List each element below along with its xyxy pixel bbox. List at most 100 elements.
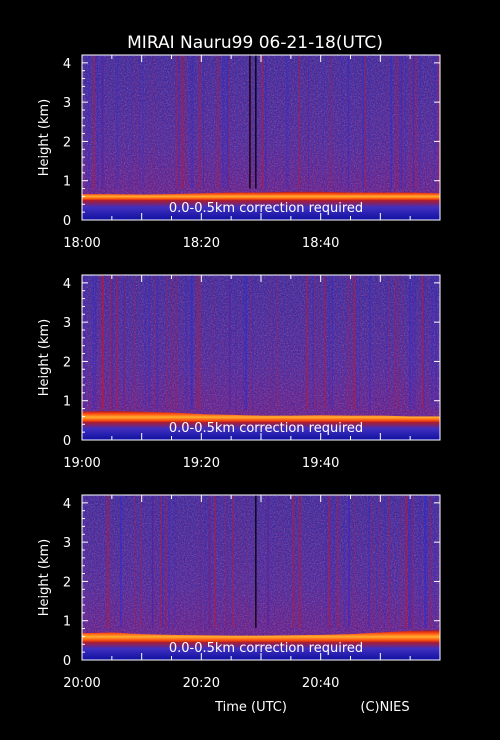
signal-streak [224, 55, 226, 189]
signal-streak [388, 495, 391, 628]
signal-streak [347, 275, 350, 410]
signal-streak [162, 495, 164, 628]
signal-streak [116, 55, 118, 189]
signal-streak [214, 495, 216, 628]
signal-streak [391, 55, 393, 189]
signal-streak [400, 495, 402, 628]
signal-streak [298, 55, 300, 189]
signal-streak [308, 55, 309, 189]
signal-streak [170, 275, 172, 410]
signal-streak [330, 55, 333, 189]
x-tick-label: 20:00 [63, 676, 100, 691]
signal-streak [437, 55, 440, 189]
signal-streak [399, 55, 401, 189]
panel-1: 0 1 2 3 4 Height (km) 18:00 18:20 18:40 0.0-0.5km… [37, 54, 441, 251]
signal-streak [386, 55, 387, 189]
signal-streak [190, 55, 192, 189]
y-tick-label: 2 [63, 135, 71, 150]
signal-streak [312, 275, 314, 410]
signal-streak [94, 275, 97, 410]
signal-streak [390, 55, 392, 189]
signal-streak [269, 495, 270, 628]
signal-streak [202, 55, 204, 189]
signal-streak [324, 275, 327, 410]
panels: 0 1 2 3 4 Height (km) 18:00 18:20 18:40 0.0-0.5km… [37, 54, 441, 691]
signal-streak [210, 495, 212, 628]
signal-streak [266, 495, 268, 628]
signal-streak [349, 495, 351, 628]
signal-streak [192, 55, 194, 189]
signal-streak [232, 495, 234, 628]
signal-streak [102, 275, 105, 410]
signal-streak [318, 275, 319, 410]
y-tick-label: 3 [63, 316, 71, 331]
signal-streak [330, 495, 332, 628]
signal-streak [431, 275, 434, 410]
signal-streak [408, 495, 409, 628]
signal-streak [134, 495, 136, 628]
y-tick-label: 0 [63, 214, 71, 229]
signal-streak [370, 495, 373, 628]
y-tick-label: 4 [63, 277, 71, 292]
signal-streak [347, 55, 349, 189]
signal-streak [93, 55, 96, 189]
signal-streak [165, 495, 167, 628]
signal-streak [378, 495, 380, 628]
signal-streak [422, 275, 425, 410]
signal-streak [368, 495, 370, 628]
signal-streak [347, 55, 350, 189]
signal-streak [435, 275, 437, 410]
signal-streak [262, 55, 265, 189]
signal-streak [139, 55, 140, 189]
signal-streak [336, 495, 339, 628]
signal-streak [203, 55, 205, 189]
signal-streak [185, 275, 188, 410]
correction-annotation: 0.0-0.5km correction required [169, 641, 363, 656]
signal-streak [354, 495, 356, 628]
signal-streak [199, 495, 202, 628]
signal-streak [168, 495, 170, 628]
signal-streak [208, 495, 210, 628]
panel-3: 0 1 2 3 4 Height (km) 20:00 20:20 20:40 0.0-0.5km… [37, 494, 441, 691]
near-range-strip [82, 422, 440, 440]
signal-streak [323, 55, 324, 189]
signal-streak [267, 495, 269, 628]
signal-streak [402, 275, 403, 410]
signal-streak [332, 495, 335, 628]
signal-streak [292, 495, 294, 628]
signal-streak [314, 275, 315, 410]
y-tick-label: 1 [63, 395, 71, 410]
signal-streak [166, 275, 168, 410]
signal-streak [405, 495, 408, 628]
signal-streak [325, 495, 328, 628]
signal-streak [298, 495, 301, 628]
signal-streak [261, 55, 263, 189]
signal-streak [217, 55, 220, 189]
signal-streak [328, 275, 331, 410]
signal-streak [409, 275, 411, 410]
signal-streak [86, 55, 87, 189]
signal-streak [414, 275, 416, 410]
signal-streak [434, 495, 436, 628]
signal-streak [364, 55, 366, 189]
signal-streak [183, 55, 185, 189]
signal-streak [264, 55, 267, 189]
signal-streak [429, 495, 432, 628]
signal-streak [271, 275, 273, 410]
signal-streak [97, 55, 99, 189]
signal-streak [410, 495, 413, 628]
signal-streak [252, 275, 254, 410]
signal-streak [226, 55, 229, 189]
signal-streak [265, 55, 267, 189]
signal-streak [123, 275, 125, 410]
y-tick-label: 4 [63, 57, 71, 72]
signal-streak [331, 55, 332, 189]
signal-streak [197, 275, 200, 410]
signal-streak [109, 275, 112, 410]
signal-streak [395, 55, 397, 189]
near-range-strip [82, 200, 440, 220]
signal-streak [102, 55, 104, 189]
signal-streak [356, 275, 357, 410]
signal-streak [156, 275, 159, 410]
